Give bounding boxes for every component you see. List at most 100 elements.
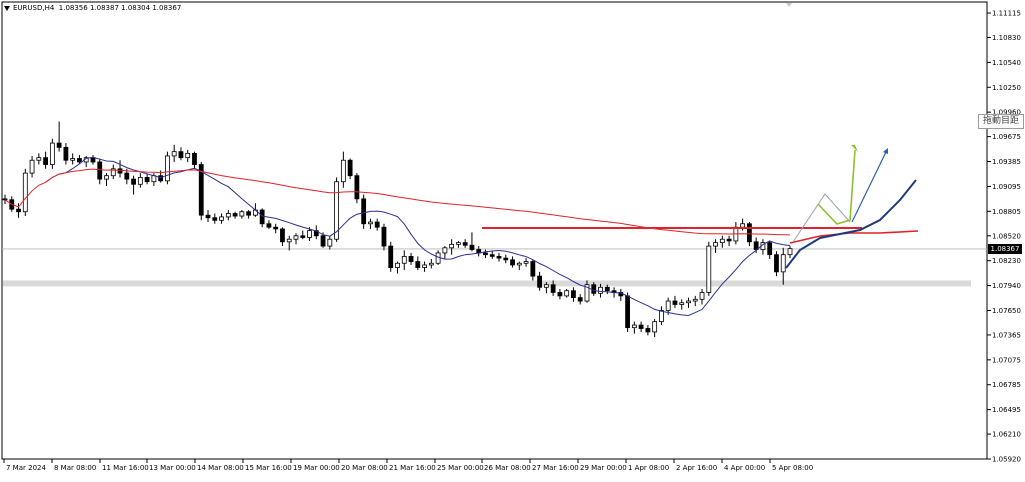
candle-bull (70, 158, 76, 161)
candle-bull (368, 221, 373, 225)
candle-bull (740, 223, 746, 228)
candle-bear (381, 226, 387, 247)
candle-bull (22, 172, 28, 213)
candle-bear (124, 172, 130, 180)
x-axis-tick-label: 27 Mar 16:00 (532, 464, 579, 472)
candle-bear (774, 254, 779, 273)
candle-bear (591, 284, 597, 294)
x-axis-tick-label: 25 Mar 00:00 (437, 464, 484, 472)
y-axis-tick-label: 1.10540 (992, 59, 1021, 67)
y-axis-tick-label: 1.08520 (992, 232, 1021, 240)
candle-bear (97, 161, 103, 180)
candle-bull (340, 159, 346, 183)
candle-bull (780, 254, 786, 273)
candle-bull (395, 262, 400, 268)
blue-arrowhead-icon (883, 148, 888, 154)
x-axis-tick-label: 13 Mar 00:00 (149, 464, 196, 472)
y-axis-tick-label: 1.05920 (992, 456, 1021, 464)
candle-bear (212, 217, 218, 221)
candle-bull (679, 302, 685, 305)
close-value: 1.08367 (152, 4, 182, 12)
candle-bull (456, 242, 461, 245)
y-axis-tick-label: 1.06785 (992, 381, 1021, 389)
projected-path (785, 179, 917, 269)
x-axis-tick-label: 19 Mar 00:00 (293, 464, 340, 472)
support-zone (3, 280, 971, 287)
candle-bull (334, 181, 339, 240)
candle-bull (422, 264, 427, 268)
y-axis-tick-label: 1.08805 (992, 208, 1021, 216)
candle-bull (652, 321, 658, 333)
candle-bull (584, 284, 590, 302)
candle-bear (246, 211, 252, 216)
candle-bear (300, 235, 306, 238)
candle-bear (408, 255, 414, 262)
candle-bear (90, 157, 96, 163)
candle-bear (131, 178, 136, 185)
y-axis-tick-label: 1.07075 (992, 356, 1021, 364)
candle-bear (178, 151, 184, 159)
candle-bull (225, 213, 231, 218)
candle-bull (564, 290, 570, 297)
candle-bear (320, 235, 326, 247)
x-axis-tick-label: 5 Apr 08:00 (772, 464, 813, 472)
low-value: 1.08304 (121, 4, 151, 12)
candle-bull (699, 292, 705, 300)
candle-bear (767, 242, 773, 256)
candle-bear (503, 257, 509, 261)
candle-bear (117, 168, 123, 174)
candle-bear (753, 241, 759, 250)
x-axis-tick-label: 1 Apr 08:00 (628, 464, 669, 472)
candle-bear (63, 146, 69, 161)
y-axis-tick-label: 1.06495 (992, 406, 1021, 414)
candle-bull (692, 298, 698, 302)
candle-bear (604, 286, 610, 292)
candle-bull (49, 142, 55, 165)
green-arrowhead-icon (851, 145, 858, 152)
y-axis-tick-label: 1.07940 (992, 282, 1021, 290)
candle-bull (631, 324, 637, 329)
candle-bear (645, 328, 651, 333)
x-axis-tick-label: 29 Mar 00:00 (580, 464, 627, 472)
candle-bear (462, 242, 468, 246)
candle-bear (280, 228, 285, 243)
candle-bull (435, 252, 441, 264)
candle-bear (205, 214, 211, 219)
chart-header: EURUSD,H4 1.08356 1.08387 1.08304 1.0836… (4, 4, 181, 12)
candle-bull (665, 300, 671, 311)
candle-bull (185, 152, 191, 159)
y-axis-tick-label: 1.11115 (992, 10, 1021, 18)
candle-bull (171, 151, 177, 157)
candle-bear (469, 244, 475, 250)
candle-bull (686, 300, 691, 304)
candle-bull (706, 245, 712, 293)
candle-bear (577, 297, 583, 302)
drag-scale-button[interactable]: 拖動目距 (978, 114, 1024, 129)
candle-bull (137, 177, 143, 185)
candle-bear (638, 324, 644, 329)
x-axis-tick-label: 14 Mar 08:00 (197, 464, 244, 472)
candle-bear (77, 158, 82, 163)
candle-bear (158, 175, 164, 182)
scenario-path (792, 193, 851, 243)
candle-bull (598, 286, 603, 294)
symbol-menu-icon[interactable] (4, 5, 10, 11)
candle-bear (144, 177, 150, 183)
plot-frame (1, 1, 988, 460)
candle-bear (571, 290, 576, 298)
y-axis-tick-label: 1.09385 (992, 158, 1021, 166)
candle-bear (746, 223, 752, 243)
y-axis-tick-label: 1.09960 (992, 109, 1021, 117)
candle-bull (327, 238, 333, 247)
candle-bull (293, 235, 299, 240)
candle-bull (219, 216, 224, 221)
y-axis-tick-label: 1.08230 (992, 257, 1021, 265)
candle-bear (266, 223, 272, 228)
candle-bear (550, 284, 556, 293)
bullish-scenario-arrow (817, 149, 856, 225)
x-axis-tick-label: 26 Mar 08:00 (484, 464, 531, 472)
candle-bear (496, 255, 502, 259)
candle-bear (56, 142, 62, 148)
